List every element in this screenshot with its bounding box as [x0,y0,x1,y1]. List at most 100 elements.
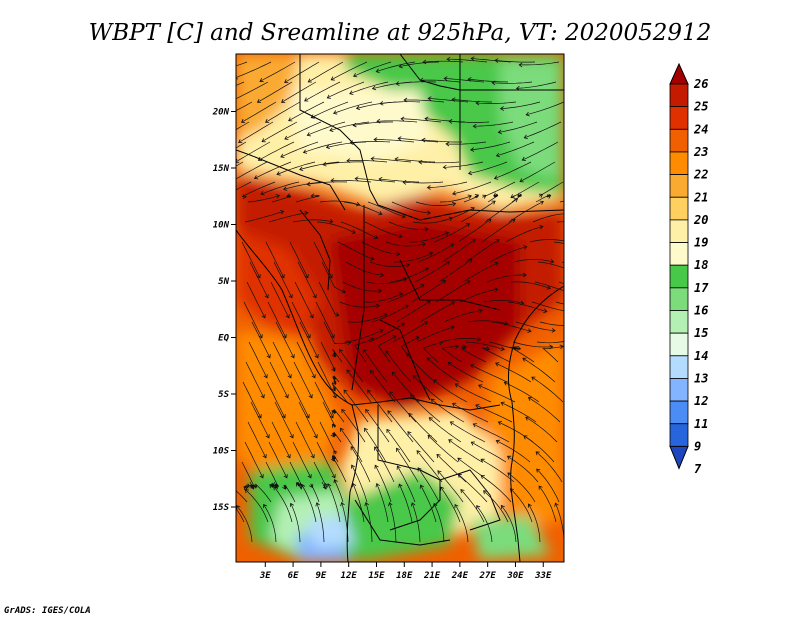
streamline-arrow [446,56,451,62]
streamline [370,370,396,403]
chart-title: WBPT [C] and Sreamline at 925hPa, VT: 20… [89,20,712,46]
streamline-arrow [351,229,356,234]
streamline [236,161,268,180]
streamline [455,383,492,403]
colorbar-segment [669,128,689,153]
streamline [310,483,320,503]
streamline-arrow [592,227,596,231]
streamline-arrow [266,354,271,359]
streamline-arrow [346,369,351,374]
streamline [365,502,373,543]
streamline [355,178,396,183]
streamline [447,362,484,383]
streamline [289,241,309,278]
streamline [327,483,341,523]
streamline-arrow [487,218,492,223]
streamline-arrow [269,484,274,489]
streamline-arrow [523,134,528,140]
streamline-arrow [467,170,473,176]
streamline [483,490,509,523]
streamline-arrow [315,502,320,507]
streamline-arrow [444,231,450,236]
streamline-arrow [399,292,404,297]
lat-tick-label: 10S [213,447,230,457]
streamline-arrow [525,416,530,421]
wbpt-shading [236,54,564,562]
streamline-arrow [236,100,237,101]
north-cream-patch [290,90,430,160]
streamline [443,310,483,323]
streamline [420,79,461,83]
streamline-arrow [515,85,520,91]
streamline-arrow [559,344,564,350]
streamline [392,371,420,403]
colorbar-label: 23 [693,145,708,159]
streamline-arrow [450,243,455,248]
streamline [333,479,344,503]
lon-tick-label: 27E [479,571,497,581]
colorbar-segment [669,242,689,266]
streamline [443,161,484,168]
streamline-arrow [568,309,571,313]
streamline-arrow [369,337,375,342]
streamline-arrow [569,212,572,216]
streamline-arrow [349,140,354,145]
colorbar-label: 15 [694,326,708,340]
streamline-arrow [438,340,444,346]
streamline-arrow [262,454,267,459]
streamline [236,505,253,543]
streamline [296,341,316,378]
streamline [448,439,483,463]
streamline-arrow [244,489,249,494]
streamline [379,178,420,183]
streamline [460,200,496,223]
streamline [271,421,291,458]
streamline-arrow [536,468,541,473]
streamline [468,161,508,174]
streamline-arrow [470,441,475,446]
streamline-arrow [331,387,336,392]
streamline-arrow [493,192,498,197]
streamline [284,121,322,140]
streamline [236,141,247,149]
streamline-arrow [451,201,457,207]
streamline [353,61,392,77]
streamline [532,213,564,223]
streamline [406,353,436,383]
streamline-arrow [497,129,502,135]
streamline [465,239,500,263]
streamline-arrow [214,139,218,143]
streamline-arrow [419,77,424,83]
lon-tick-label: 30E [506,571,524,581]
streamline [510,488,533,523]
streamline [281,81,317,103]
streamline-arrow [406,353,411,358]
streamline-arrow [310,454,315,459]
streamline [500,101,541,110]
streamline [539,321,564,326]
streamline [559,200,564,203]
streamline-arrow [327,483,332,488]
streamline-arrow [495,152,501,158]
streamline-arrow [330,178,335,183]
streamline-arrow [424,267,429,272]
streamline-arrow [467,77,472,82]
streamline [462,262,499,283]
streamline [376,120,418,123]
streamline-arrow [451,402,457,407]
streamline-arrow [538,485,543,490]
streamline [507,301,547,312]
streamline-arrow [378,288,383,294]
streamline-arrow [304,274,309,279]
streamline [236,141,271,163]
streamline [350,446,371,483]
streamline [236,121,250,131]
streamline-arrow [500,401,505,406]
streamline-arrow [442,164,447,170]
streamline [534,281,564,292]
streamline-arrow [243,486,248,491]
streamline-arrow [284,394,289,399]
streamline [452,98,492,103]
streamline [236,507,245,523]
streamline [498,121,538,133]
